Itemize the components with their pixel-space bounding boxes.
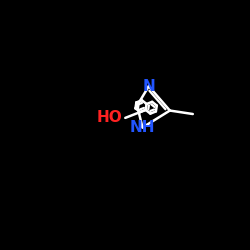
Text: N: N (142, 79, 155, 94)
Text: NH: NH (130, 120, 155, 135)
Text: HO: HO (97, 110, 123, 126)
